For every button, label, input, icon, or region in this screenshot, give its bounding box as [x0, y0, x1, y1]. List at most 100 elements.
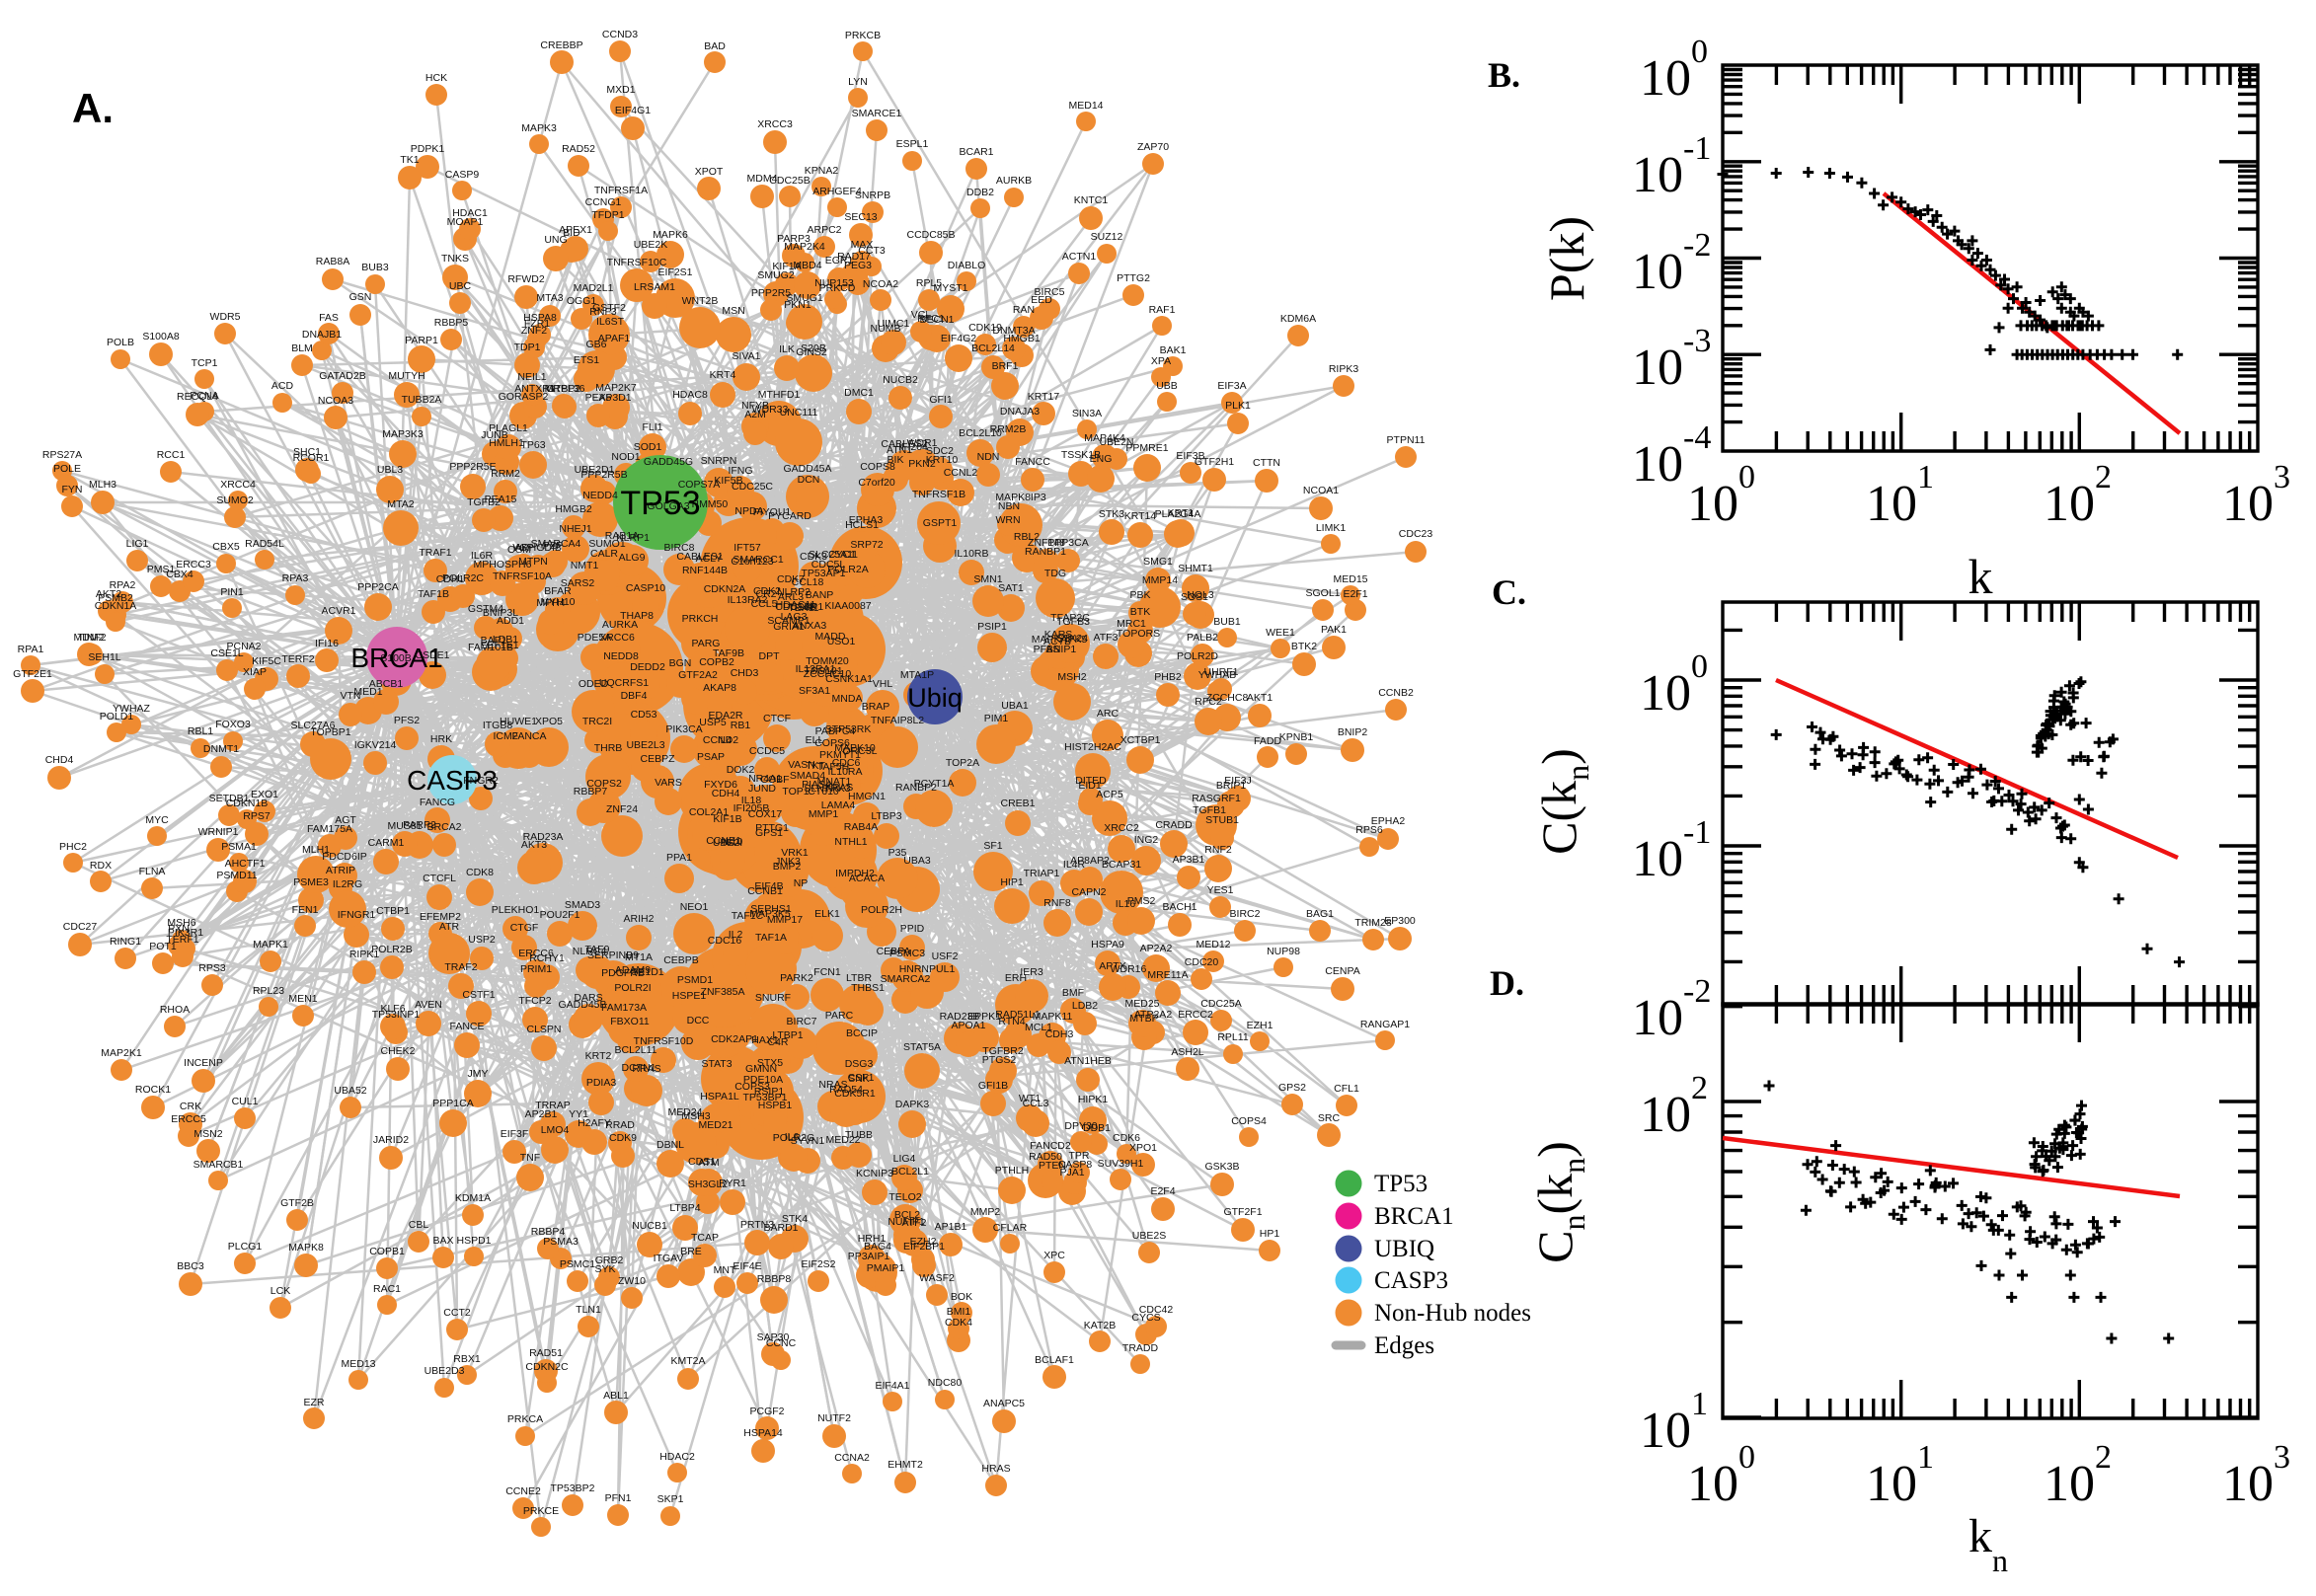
svg-text:HSPA8: HSPA8 [523, 312, 557, 324]
svg-text:RPA1: RPA1 [18, 644, 44, 655]
svg-text:RAD54L: RAD54L [245, 538, 284, 550]
svg-text:BOK: BOK [951, 1291, 972, 1303]
svg-text:PIYOU1: PIYOU1 [753, 506, 792, 518]
svg-text:PSMB2: PSMB2 [98, 592, 133, 604]
svg-text:IL13RA2: IL13RA2 [728, 594, 768, 606]
svg-text:ATM: ATM [698, 1157, 719, 1169]
svg-text:POU2F1: POU2F1 [540, 909, 580, 921]
svg-text:POLR2D: POLR2D [1177, 650, 1218, 662]
svg-text:USP2: USP2 [468, 934, 496, 946]
svg-text:DIABLO: DIABLO [948, 260, 986, 271]
svg-text:TOPBP1: TOPBP1 [310, 726, 350, 738]
svg-text:DCC: DCC [687, 1015, 710, 1026]
svg-text:BCCIP: BCCIP [846, 1027, 878, 1039]
svg-text:PDIA3: PDIA3 [586, 1077, 617, 1089]
svg-text:PIAS4: PIAS4 [802, 779, 831, 791]
svg-text:ANTXR1: ANTXR1 [514, 383, 556, 395]
svg-text:RAD50: RAD50 [1029, 1151, 1062, 1163]
svg-text:RIPK3: RIPK3 [1329, 363, 1359, 375]
svg-text:MBD4: MBD4 [793, 260, 821, 271]
svg-text:POLR2C: POLR2C [442, 572, 484, 584]
svg-text:SNK: SNK [848, 1073, 870, 1085]
svg-text:TNFRSF10D: TNFRSF10D [634, 1035, 694, 1047]
svg-text:RRAS: RRAS [632, 1063, 660, 1075]
svg-text:AKAP8: AKAP8 [703, 682, 736, 694]
svg-text:WASF2: WASF2 [919, 1272, 955, 1284]
svg-text:JNK3: JNK3 [775, 856, 801, 868]
svg-text:CCNG1: CCNG1 [585, 196, 622, 208]
svg-text:PIK3CA: PIK3CA [665, 723, 702, 735]
svg-text:VHL: VHL [873, 678, 893, 690]
svg-text:BAK1: BAK1 [1160, 344, 1187, 356]
svg-text:CCL5: CCL5 [751, 598, 778, 610]
svg-text:BIRC2: BIRC2 [1230, 908, 1261, 920]
svg-text:RNF8: RNF8 [1043, 897, 1071, 909]
svg-text:RANBP2: RANBP2 [895, 782, 937, 794]
svg-text:NOL3: NOL3 [1187, 589, 1214, 601]
svg-text:ADAM9: ADAM9 [615, 964, 651, 976]
svg-text:DCTN1: DCTN1 [621, 1062, 656, 1074]
svg-text:NRAS: NRAS [818, 1079, 847, 1091]
svg-text:KDM1A: KDM1A [455, 1192, 491, 1204]
svg-text:PDE5A: PDE5A [578, 632, 611, 644]
svg-text:RAC1: RAC1 [373, 1283, 401, 1295]
svg-text:GB6: GB6 [585, 339, 606, 350]
svg-text:TAF1C: TAF1C [732, 910, 764, 922]
svg-text:S20B: S20B [801, 342, 826, 354]
svg-text:MAP4K4: MAP4K4 [1084, 432, 1125, 444]
svg-text:GADD45G: GADD45G [644, 456, 693, 468]
svg-text:CABLES1: CABLES1 [676, 551, 723, 563]
svg-text:CDK6: CDK6 [1113, 1132, 1140, 1144]
svg-text:DARS: DARS [574, 992, 602, 1004]
svg-text:MDM2: MDM2 [74, 632, 105, 644]
svg-text:MNAT1: MNAT1 [817, 776, 852, 788]
svg-text:EZH1: EZH1 [1247, 1020, 1274, 1031]
svg-text:ATRIP: ATRIP [326, 865, 355, 876]
svg-text:MAP2K7: MAP2K7 [595, 382, 637, 394]
svg-text:RDX: RDX [90, 860, 112, 872]
svg-text:TOPORS: TOPORS [1117, 628, 1160, 640]
svg-text:SDC2: SDC2 [926, 445, 954, 457]
svg-text:RSIP1: RSIP1 [754, 1086, 785, 1098]
svg-text:ACP5: ACP5 [1096, 789, 1123, 800]
svg-text:NCOA1: NCOA1 [1303, 485, 1339, 496]
svg-text:STK3: STK3 [1099, 508, 1124, 520]
svg-text:XIAP: XIAP [243, 666, 267, 678]
svg-text:k: k [1969, 549, 1993, 604]
svg-text:CASP3: CASP3 [1374, 1267, 1448, 1294]
svg-text:COPS4: COPS4 [1231, 1115, 1267, 1127]
svg-text:POLR2A: POLR2A [827, 564, 868, 575]
svg-text:HDAC2: HDAC2 [659, 1451, 695, 1463]
svg-text:RAD51L1: RAD51L1 [995, 1009, 1041, 1021]
svg-text:MMP14: MMP14 [1142, 574, 1178, 586]
svg-text:KPNA2: KPNA2 [805, 165, 839, 177]
svg-text:KLF6: KLF6 [380, 1003, 405, 1015]
svg-text:UBE2D1: UBE2D1 [575, 464, 615, 476]
svg-text:SMG1: SMG1 [1143, 556, 1173, 568]
svg-text:KNTC1: KNTC1 [1074, 194, 1109, 206]
svg-text:MRPL36: MRPL36 [545, 383, 585, 395]
svg-text:HRH1: HRH1 [858, 1233, 887, 1245]
svg-text:NCOA2: NCOA2 [863, 278, 898, 290]
svg-text:TNFRSF10A: TNFRSF10A [493, 570, 552, 582]
svg-text:LTBP4: LTBP4 [669, 1202, 700, 1214]
svg-text:ATN1HEB: ATN1HEB [1064, 1055, 1112, 1067]
svg-text:RTN4: RTN4 [998, 1016, 1025, 1027]
svg-text:GRB2: GRB2 [595, 1254, 624, 1266]
svg-text:SMARCA2: SMARCA2 [881, 973, 931, 985]
svg-text:COPB1: COPB1 [369, 1246, 405, 1257]
svg-text:JMY: JMY [468, 1068, 489, 1080]
svg-text:EIF2S2: EIF2S2 [801, 1258, 835, 1270]
svg-text:DITED: DITED [1075, 775, 1107, 787]
svg-text:MUS81: MUS81 [387, 820, 422, 832]
svg-text:RBBP4: RBBP4 [531, 1226, 566, 1238]
svg-text:TERF2: TERF2 [281, 653, 314, 665]
svg-text:APTX: APTX [1099, 960, 1125, 972]
svg-text:TRIM28: TRIM28 [1354, 917, 1392, 929]
svg-text:SUV39H1: SUV39H1 [1098, 1158, 1144, 1170]
svg-text:DNAJB1: DNAJB1 [302, 329, 342, 341]
svg-text:EFEMP2: EFEMP2 [420, 911, 461, 923]
svg-text:COPS7A: COPS7A [678, 479, 721, 491]
svg-text:BAG4: BAG4 [864, 1241, 891, 1253]
svg-text:GTF2E1: GTF2E1 [13, 668, 52, 680]
